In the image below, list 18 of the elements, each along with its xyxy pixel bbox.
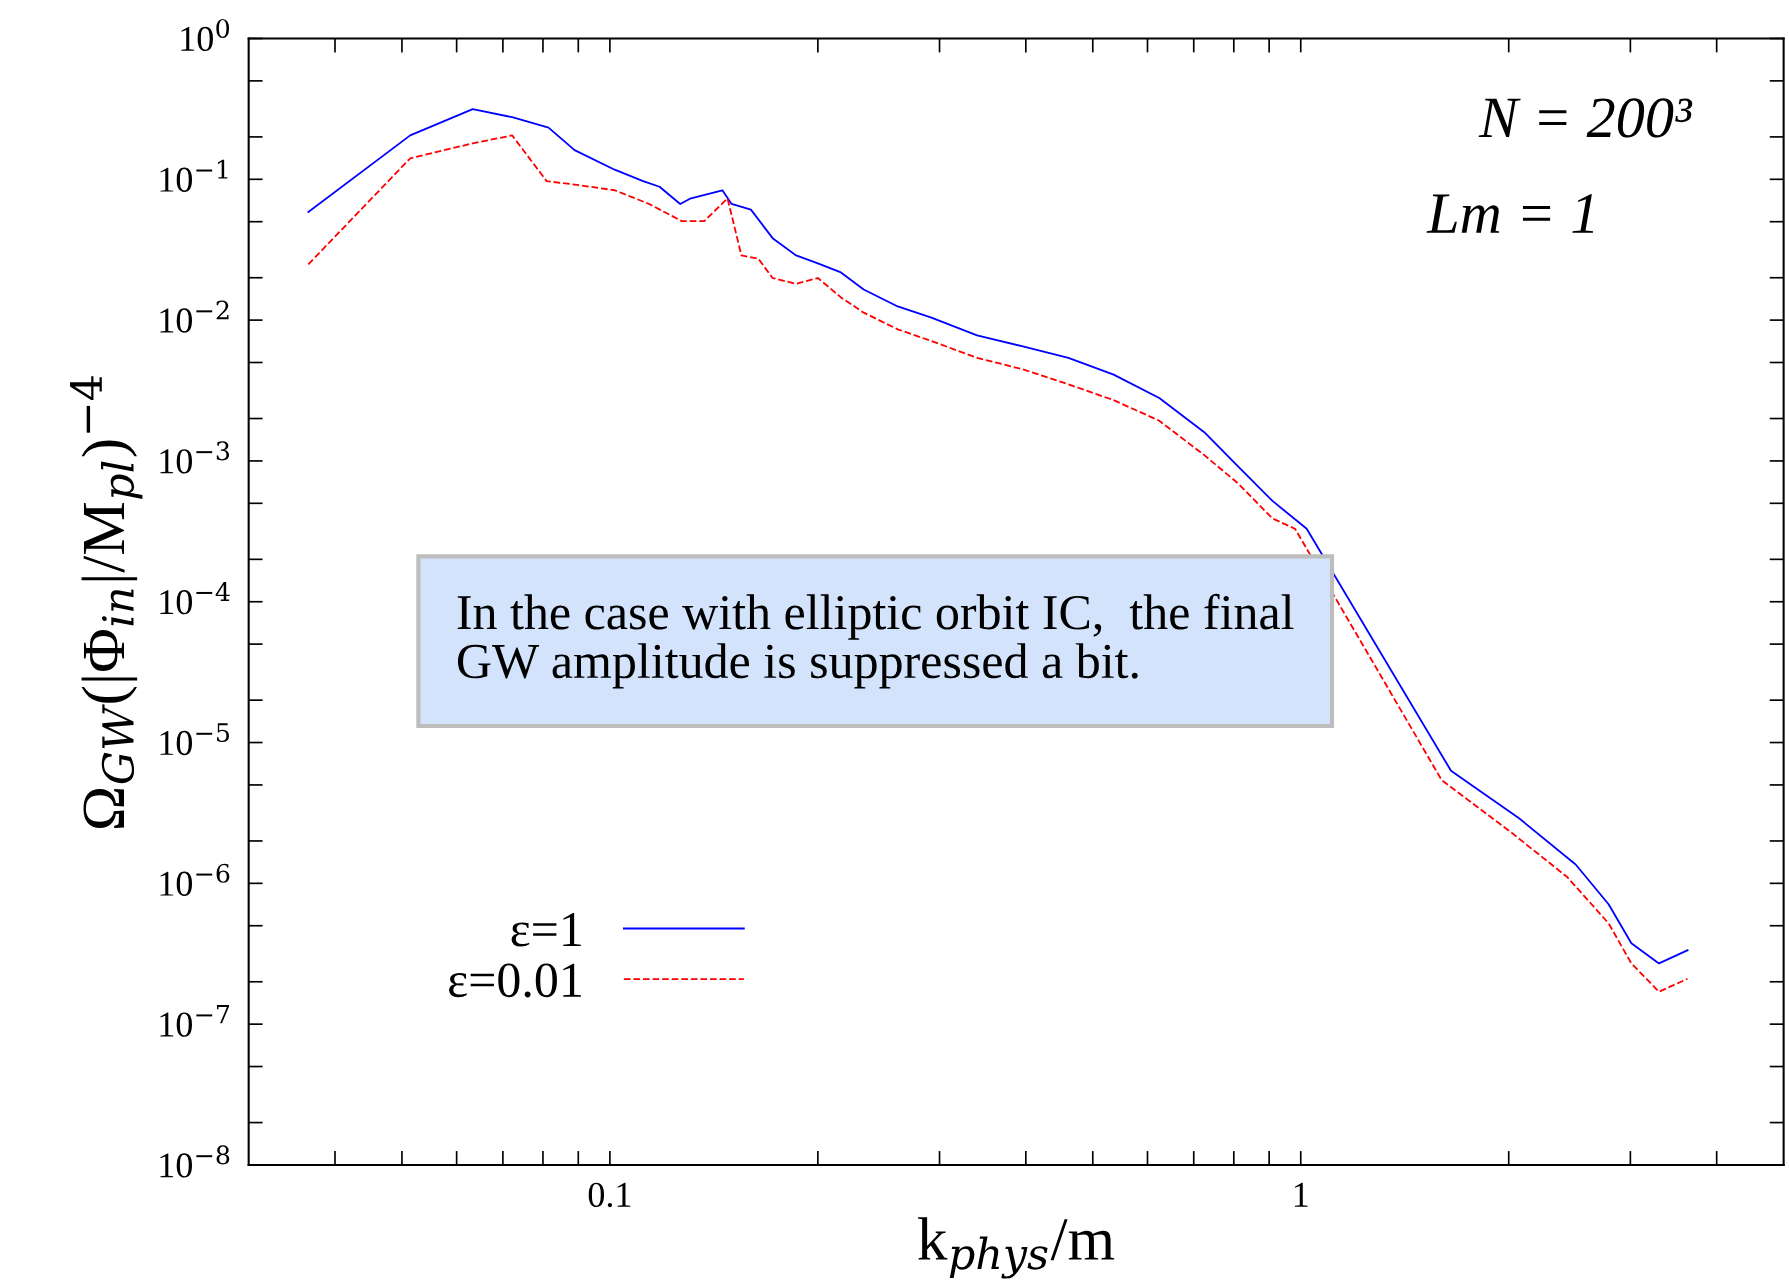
y-tick-label: 10$^{−3}$ <box>160 441 230 474</box>
legend-label: ε=1 <box>511 913 581 947</box>
x-tick-label: 0.1 <box>588 1182 631 1208</box>
annotation: In the case with elliptic orbit IC, the final GW amplitude is suppressed a bit. <box>457 593 1294 689</box>
x-axis-title: k$_{phys}$/m <box>918 1217 1115 1279</box>
y-tick-label: 10$^{−8}$ <box>160 1145 230 1178</box>
annotation: Lm = 1 <box>1426 194 1594 233</box>
y-tick-label: 10$^{−1}$ <box>160 159 228 192</box>
y-tick-label: 10$^{−4}$ <box>160 582 230 615</box>
legend-label: ε=0.01 <box>449 963 581 998</box>
y-tick-label: 10$^{−6}$ <box>160 863 230 896</box>
y-tick-label: 10$^{−2}$ <box>160 300 229 333</box>
annotation: N = 200³ <box>1478 98 1693 138</box>
x-tick-label: 1 <box>1294 1182 1308 1207</box>
y-tick-label: 10$^{−5}$ <box>160 723 230 756</box>
y-axis-title: Ω$_{GW}$(|Φ$_{in}$|/M$_{pl}$)$^{−4}$ <box>70 376 143 829</box>
y-tick-label: 10$^{−7}$ <box>160 1004 230 1037</box>
y-tick-label: 10$^{0}$ <box>181 18 230 52</box>
